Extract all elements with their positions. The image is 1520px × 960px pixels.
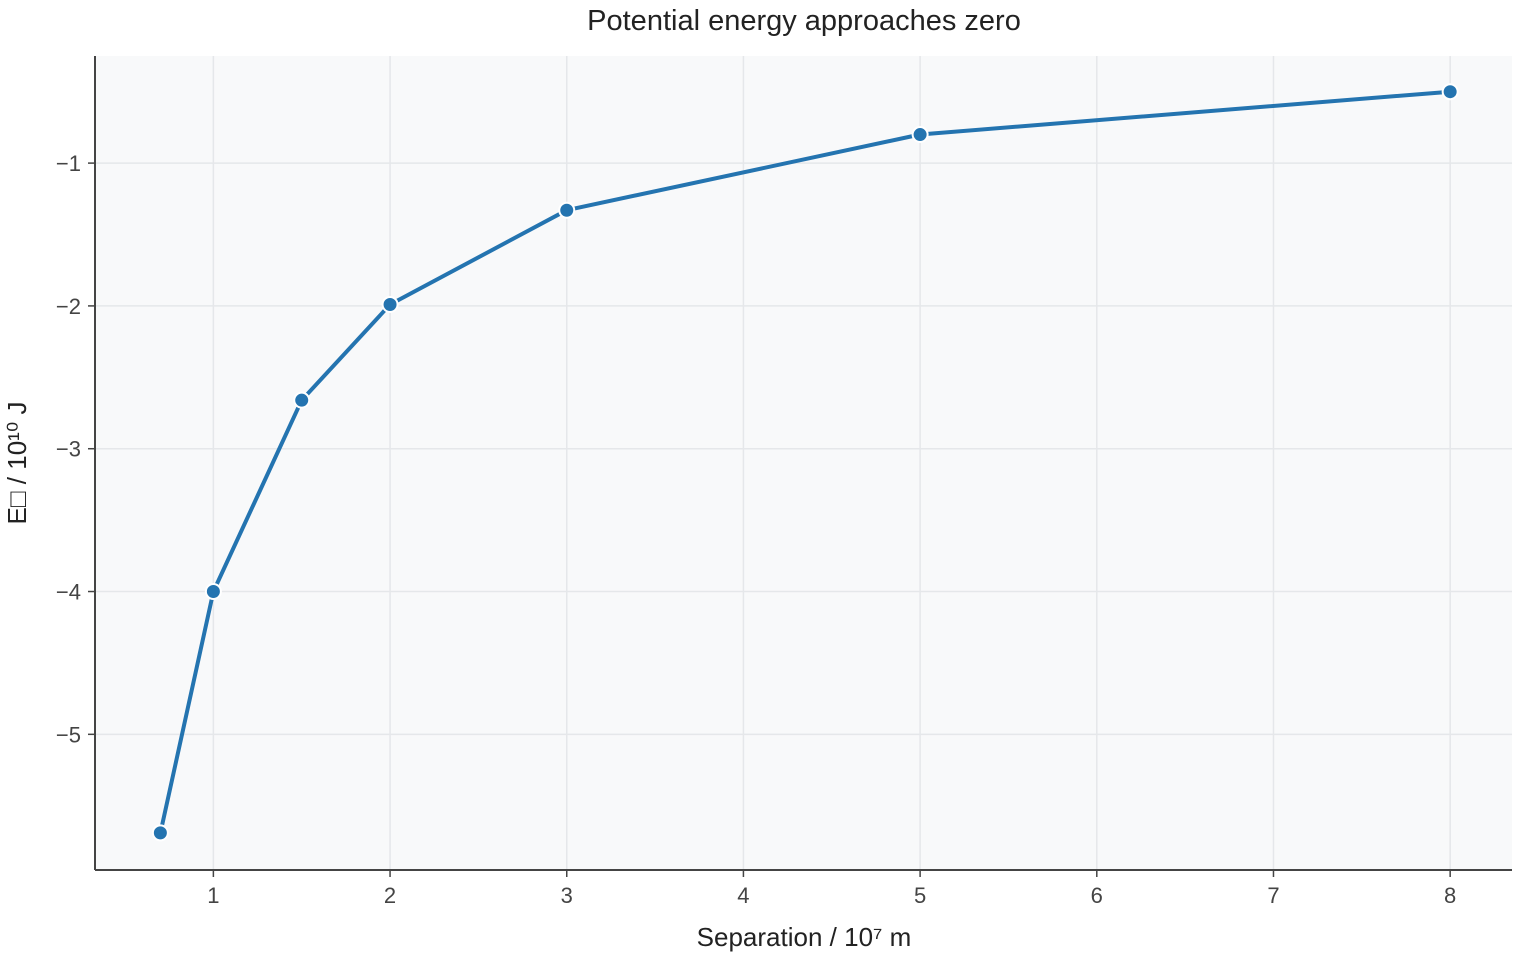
x-tick-label: 5 <box>914 883 926 908</box>
x-tick-label: 6 <box>1091 883 1103 908</box>
x-tick-label: 1 <box>207 883 219 908</box>
x-axis-ticks: 1 2 3 4 5 6 7 8 <box>207 870 1456 908</box>
data-point <box>1441 83 1459 101</box>
x-tick-label: 3 <box>561 883 573 908</box>
y-axis-ticks: −5 −4 −3 −2 −1 <box>56 151 95 747</box>
data-point <box>204 583 222 601</box>
x-tick-label: 4 <box>737 883 749 908</box>
data-point <box>911 126 929 144</box>
y-tick-label: −3 <box>56 437 81 462</box>
x-tick-label: 2 <box>384 883 396 908</box>
y-tick-label: −5 <box>56 722 81 747</box>
y-axis-label: E□ / 10¹⁰ J <box>2 402 32 525</box>
data-point <box>558 201 576 219</box>
data-point <box>151 824 169 842</box>
x-tick-label: 7 <box>1267 883 1279 908</box>
chart-title: Potential energy approaches zero <box>587 5 1021 37</box>
x-axis-label: Separation / 10⁷ m <box>697 922 912 952</box>
plot-background <box>95 56 1512 870</box>
y-tick-label: −4 <box>56 580 81 605</box>
x-tick-label: 8 <box>1444 883 1456 908</box>
data-point <box>293 391 311 409</box>
series-group <box>151 83 1459 842</box>
y-tick-label: −1 <box>56 151 81 176</box>
grid <box>95 56 1512 870</box>
data-point <box>381 295 399 313</box>
y-tick-label: −2 <box>56 294 81 319</box>
